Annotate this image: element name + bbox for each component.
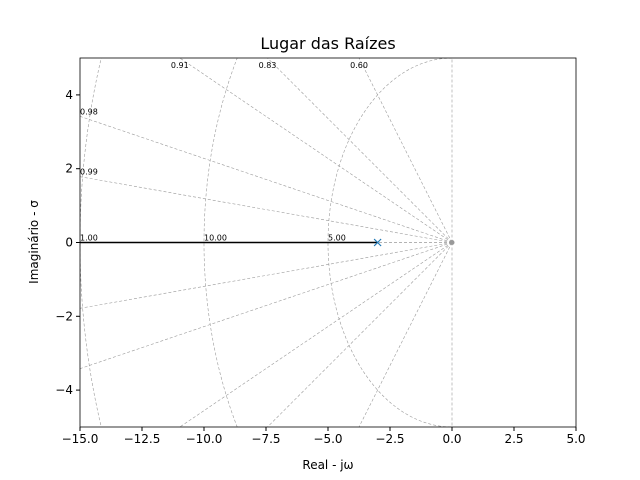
y-tick-label: 2 bbox=[65, 162, 73, 176]
x-tick-label: 5.0 bbox=[566, 432, 585, 446]
frequency-label: 5.00 bbox=[328, 234, 346, 243]
frequency-arc bbox=[327, 58, 453, 427]
damping-label: 0.98 bbox=[80, 107, 98, 116]
x-tick-label: −2.5 bbox=[375, 432, 404, 446]
x-tick-label: −10.0 bbox=[186, 432, 223, 446]
y-tick-label: −4 bbox=[55, 383, 73, 397]
damping-label: 1.00 bbox=[80, 234, 98, 243]
y-axis-label: Imaginário - σ bbox=[27, 200, 41, 284]
x-tick-label: −5.0 bbox=[313, 432, 342, 446]
damping-label: 0.99 bbox=[80, 168, 98, 177]
y-tick-label: 4 bbox=[65, 88, 73, 102]
x-tick-label: −12.5 bbox=[124, 432, 161, 446]
x-tick-label: 0.0 bbox=[442, 432, 461, 446]
pole-marker bbox=[373, 238, 382, 247]
x-tick-label: −7.5 bbox=[251, 432, 280, 446]
y-tick-label: 0 bbox=[65, 236, 73, 250]
chart-title: Lugar das Raízes bbox=[260, 34, 395, 53]
y-tick-label: −2 bbox=[55, 309, 73, 323]
damping-label: 0.91 bbox=[171, 61, 189, 70]
x-tick-label: 2.5 bbox=[504, 432, 523, 446]
damping-label: 0.60 bbox=[350, 61, 368, 70]
damping-label: 0.83 bbox=[259, 61, 277, 70]
x-axis-label: Real - jω bbox=[302, 458, 353, 472]
plot-data bbox=[80, 238, 382, 247]
frequency-label: 10.00 bbox=[204, 234, 227, 243]
grid bbox=[80, 58, 455, 427]
origin-dot bbox=[449, 240, 455, 245]
x-tick-label: −15.0 bbox=[62, 432, 99, 446]
